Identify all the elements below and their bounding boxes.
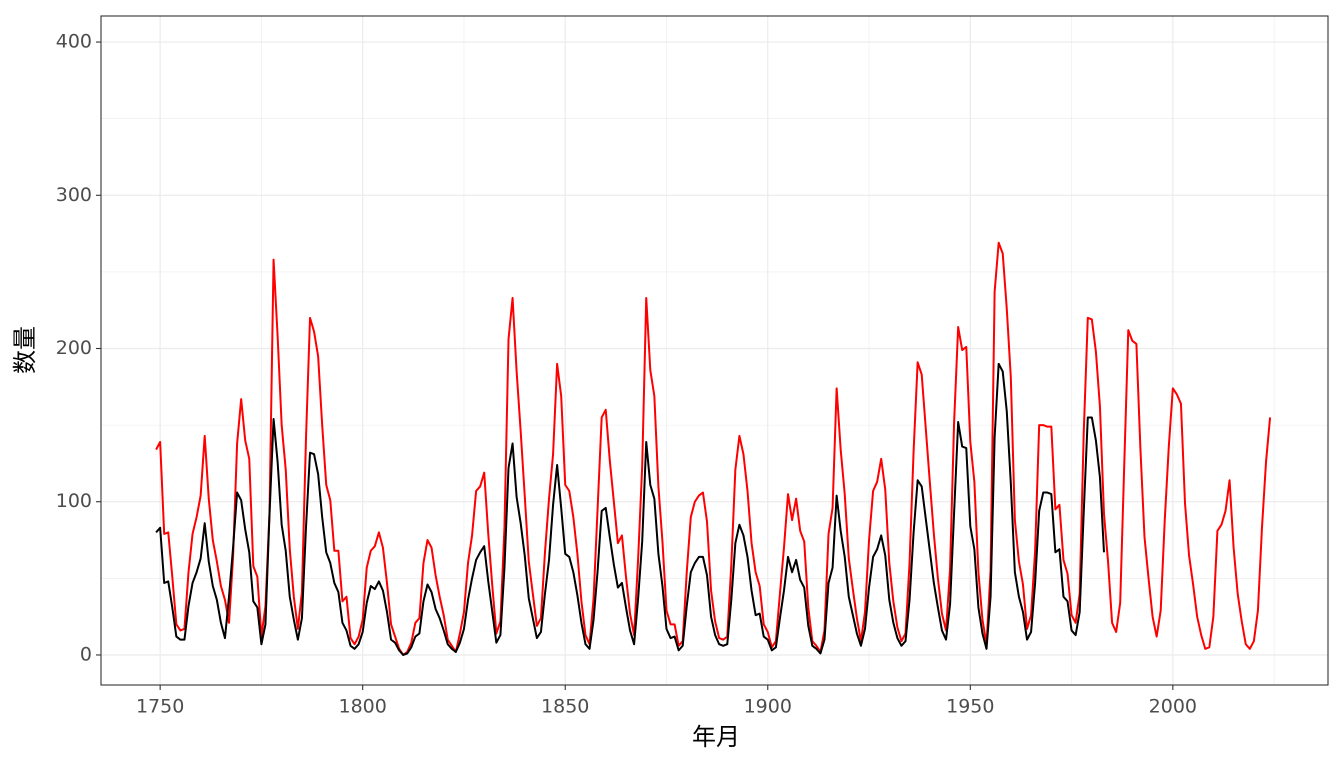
y-tick-label: 100	[56, 490, 92, 512]
x-tick-label: 1850	[541, 696, 589, 718]
x-tick-label: 1950	[946, 696, 994, 718]
x-tick-label: 2000	[1149, 696, 1197, 718]
y-tick-label: 300	[56, 184, 92, 206]
x-axis-title: 年月	[692, 723, 740, 751]
lines	[155, 241, 1272, 656]
y-tick-label: 0	[80, 643, 92, 665]
panel-border	[100, 15, 1329, 686]
x-tick-label: 1750	[136, 696, 184, 718]
x-tick-label: 1800	[339, 696, 387, 718]
series-line	[155, 362, 1105, 656]
series-line	[155, 241, 1272, 656]
y-tick-label: 200	[56, 337, 92, 359]
y-tick-label: 400	[56, 31, 92, 53]
x-tick-label: 1900	[744, 696, 792, 718]
y-axis-title: 数量	[11, 326, 39, 374]
grid	[101, 16, 1328, 685]
axes: 1750 1800 1850 1900 1950 2000 0 100 200 300 400	[56, 31, 1197, 718]
